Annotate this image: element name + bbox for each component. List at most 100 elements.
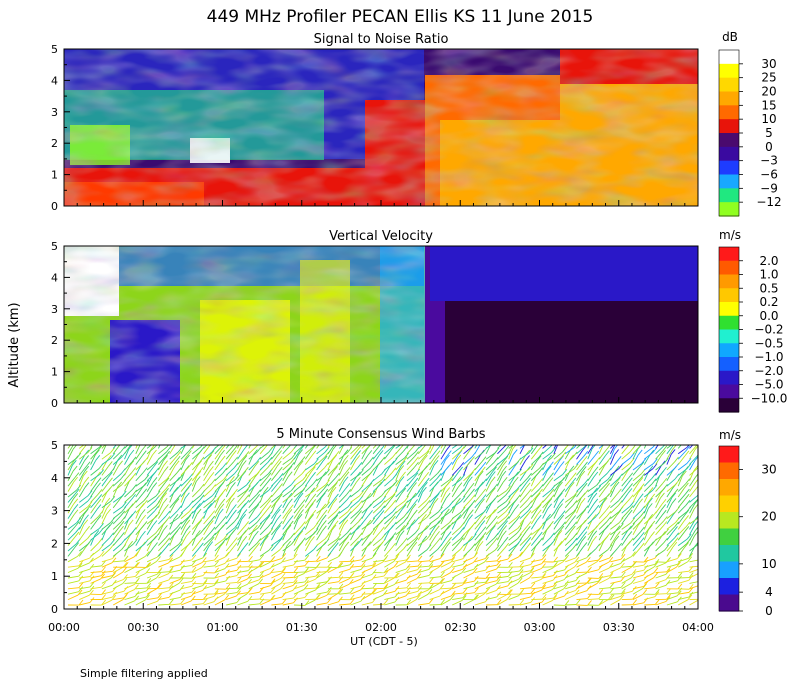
wind-barb-shaft [67,457,78,465]
wind-barb-flag [162,492,168,498]
wind-barb-flag [627,488,633,494]
wind-barb-shaft [417,530,425,541]
wind-barb-shaft [666,526,675,536]
wind-barb-flag [266,499,272,505]
wind-barb-shaft [191,475,198,487]
wind-barb-flag [696,485,698,489]
wind-barb-shaft [101,488,110,498]
wind-barb-flag [481,488,487,495]
wind-barb-shaft [474,525,482,536]
wind-barb-flag [315,562,321,568]
wind-barb-flag [547,503,552,510]
wind-barb-flag [223,436,227,441]
wind-barb-shaft [78,519,85,530]
wind-barb-shaft [191,445,195,449]
wind-barb-flag [490,476,496,483]
wind-barb-flag [672,445,677,450]
wind-barb-flag [559,461,565,467]
wind-barb-shaft [644,468,654,476]
wind-barb-flag [280,578,286,584]
wind-barb-flag [211,478,216,485]
wind-barb-flag [583,489,589,495]
wind-barb-flag [413,472,419,479]
colorbar-label: −1.0 [754,350,783,364]
wind-barb-shaft [327,576,339,579]
wind-barb-shaft [293,445,298,449]
wind-barb-shaft [169,556,180,563]
wind-barb-shaft [632,454,639,465]
wind-barb-flag [157,582,163,589]
wind-barb-flag [197,519,202,526]
wind-barb-shaft [135,449,143,460]
wind-barb-shaft [677,450,686,460]
wind-barb-shaft [282,525,290,536]
wind-barb-flag [135,561,140,568]
wind-barb-shaft [361,536,369,546]
wind-barb-flag [681,470,687,477]
wind-barb-shaft [644,577,654,584]
wind-barb-shaft [542,482,550,492]
wind-barb-flag [163,466,169,472]
wind-barb-shaft [587,465,594,476]
wind-barb-flag [620,562,625,569]
wind-barb-shaft [429,548,439,557]
wind-barb-shaft [621,462,631,471]
wind-barb-flag [300,499,306,505]
wind-barb-flag [141,445,147,451]
wind-barb-shaft [237,449,244,460]
wind-barb-flag [405,563,411,570]
wind-barb-shaft [576,445,581,449]
wind-barb-shaft [293,479,304,487]
wind-barb-flag [233,488,238,495]
colorbar-label: 0.2 [759,295,778,309]
wind-barb-shaft [451,494,461,503]
wind-barb-flag [383,578,389,584]
wind-barb-flag [287,465,293,472]
wind-barb-flag [224,551,230,558]
colorbar-swatch [719,260,739,276]
wind-barb-flag [270,555,276,562]
wind-barb-flag [84,514,89,521]
wind-barb-flag [190,437,194,442]
wind-barb-shaft [327,556,339,563]
wind-barb-flag [538,451,544,458]
wind-barb-shaft [327,515,337,525]
wind-barb-flag [514,439,518,444]
wind-barb-shaft [146,600,158,606]
wind-barb-shaft [282,484,292,492]
wind-barb-flag [222,467,228,474]
wind-barb-shaft [67,522,77,530]
wind-barb-shaft [67,536,76,546]
wind-barb-shaft [180,571,193,574]
wind-barb-shaft [474,583,485,590]
wind-barb-flag [412,482,417,488]
wind-barb-shaft [169,596,181,601]
wind-barb-shaft [191,524,198,536]
wind-barb-flag [414,461,419,468]
wind-barb-flag [378,450,384,456]
wind-barb-shaft [440,561,451,568]
wind-barb-flag [401,504,407,510]
wind-barb-flag [73,493,79,499]
wind-barb-flag [219,503,225,510]
x-tick-label: 03:00 [524,621,556,634]
wind-barb-flag [78,599,84,606]
wind-barb-shaft [677,483,687,492]
wind-barb-shaft [361,522,371,530]
wind-barb-flag [225,583,231,590]
wind-barb-shaft [417,504,427,514]
colorbar-label: 5 [765,126,773,140]
wind-barb-shaft [463,548,472,557]
wind-barb-flag [156,551,162,558]
wind-barb-shaft [237,570,249,574]
wind-barb-flag [185,454,190,461]
wind-barb-flag [640,510,646,517]
wind-barb-flag [404,522,409,529]
wind-barb-flag [422,513,427,520]
wind-barb-shaft [101,577,112,584]
wind-barb-shaft [248,535,255,546]
